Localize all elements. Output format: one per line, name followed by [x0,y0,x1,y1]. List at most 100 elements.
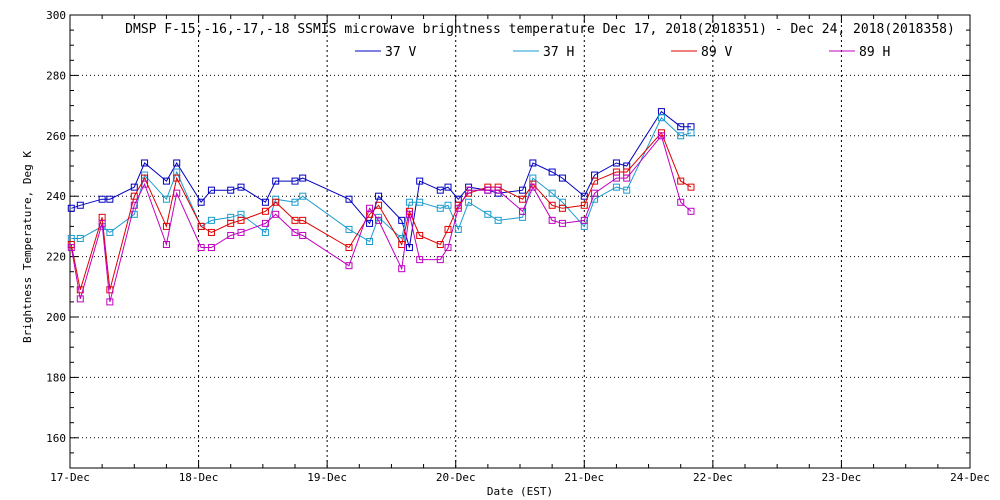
chart-title: DMSP F-15,-16,-17,-18 SSMIS microwave br… [125,22,955,37]
data-point [558,219,566,227]
data-point [612,183,620,191]
data-point [687,129,695,137]
data-point [444,183,452,191]
data-point [227,186,235,194]
x-tick-label: 17-Dec [50,471,90,484]
data-point [519,195,527,203]
data-point [345,195,353,203]
data-point [98,219,106,227]
data-point [106,195,114,203]
series-89-h [67,132,695,306]
data-point [484,210,492,218]
data-point [141,159,149,167]
x-tick-label: 19-Dec [307,471,347,484]
data-point [227,231,235,239]
series-line [71,116,692,243]
data-point [67,244,75,252]
data-point [345,244,353,252]
data-point [494,216,502,224]
series-line [70,131,692,290]
x-axis-ticks: 17-Dec 18-Dec 19-Dec 20-Dec 21-Dec 22-Dec 23-D… [50,15,990,484]
x-tick-label: 21-Dec [564,471,604,484]
x-tick-label: 24-Dec [950,471,990,484]
data-point [173,159,181,167]
data-point [558,174,566,182]
data-point [677,198,685,206]
data-point [261,219,269,227]
data-point [162,241,170,249]
data-point [558,204,566,212]
data-point [677,132,685,140]
data-point [237,183,245,191]
data-point [677,123,685,131]
data-point [76,201,84,209]
x-tick-label: 23-Dec [822,471,862,484]
data-point [375,201,383,209]
data-point [657,114,665,122]
data-point [657,132,665,140]
data-point [612,174,620,182]
data-point [162,177,170,185]
data-point [130,210,138,218]
data-point [416,198,424,206]
data-point [106,298,114,306]
data-point [398,216,406,224]
series-line [71,110,691,248]
data-point [76,295,84,303]
data-point [405,210,413,218]
data-point [237,228,245,236]
legend-label: 89 V [701,45,732,60]
data-point [454,225,462,233]
data-point [299,174,307,182]
y-axis-label: Brightness Temperature, Deg K [21,151,34,343]
data-point [580,201,588,209]
data-point [207,216,215,224]
data-point [130,192,138,200]
data-point [76,234,84,242]
data-point [366,238,374,245]
data-point [197,222,205,230]
data-point [98,195,106,203]
data-point [291,216,299,224]
data-point [580,216,588,224]
grid [70,15,970,468]
plot-frame [69,14,971,469]
data-point [237,216,245,224]
data-point [291,198,299,206]
data-point [416,256,424,264]
x-axis-label: Date (EST) [487,485,553,498]
data-point [162,222,170,230]
data-point [299,216,307,224]
data-point [272,210,280,218]
data-point [454,204,462,212]
y-tick-label: 220 [46,251,66,264]
data-point [519,207,527,215]
data-point [345,225,353,233]
data-point [494,186,502,194]
data-point [366,204,374,212]
data-point [227,219,235,227]
y-tick-label: 200 [46,311,66,324]
y-tick-label: 280 [46,69,66,82]
series-line [70,134,692,303]
legend-label: 37 V [385,45,416,60]
data-point [580,192,588,200]
x-tick-label: 22-Dec [693,471,733,484]
data-point [67,204,75,212]
data-point [465,186,473,194]
y-axis-ticks: 160 180 200 220 240 260 280 300 [46,9,970,469]
series-89-v [67,129,695,294]
data-point [173,189,181,197]
data-point [687,183,695,191]
data-point [416,231,424,239]
y-tick-label: 160 [46,432,66,445]
data-point [375,216,383,224]
legend-label: 89 H [859,45,890,60]
data-point [548,201,556,209]
data-point [261,198,269,206]
data-point [299,192,307,200]
data-point [106,228,114,236]
data-point [548,189,556,197]
axes [69,14,971,469]
